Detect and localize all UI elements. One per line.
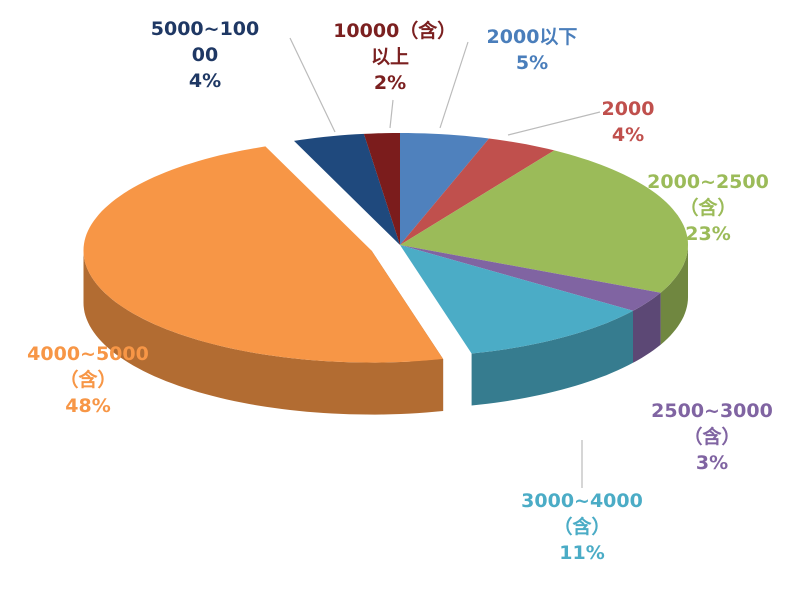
slice — [400, 133, 489, 245]
slice — [400, 245, 633, 354]
slice-side — [633, 292, 661, 363]
category-label: 2000 — [601, 98, 655, 120]
slice — [400, 138, 555, 245]
slice — [294, 133, 400, 245]
slice — [363, 133, 400, 245]
slice — [83, 146, 444, 363]
slice-label: 2000以下 5% — [467, 24, 597, 76]
category-label: 2000~2500（含） — [647, 171, 769, 219]
slice — [400, 150, 688, 293]
slice-label: 10000（含）以上 2% — [330, 18, 450, 96]
slice — [400, 245, 661, 311]
category-label: 3000~4000（含） — [521, 490, 643, 538]
category-label: 2500~3000（含） — [651, 400, 773, 448]
value-label: 4% — [188, 70, 222, 92]
leader-line — [439, 41, 469, 129]
category-label: 4000~5000（含） — [27, 343, 149, 391]
leader-line — [289, 37, 336, 133]
category-label: 10000（含）以上 — [333, 20, 447, 68]
value-label: 23% — [685, 223, 731, 245]
value-label: 5% — [515, 52, 549, 74]
value-label: 11% — [559, 542, 605, 564]
slice-label: 4000~5000（含） 48% — [18, 341, 158, 419]
category-label: 5000~10000 — [150, 18, 260, 66]
slice-side — [83, 250, 444, 415]
leader-line — [389, 99, 394, 129]
slice-label: 2000~2500（含） 23% — [643, 169, 773, 247]
slice-side — [471, 310, 633, 406]
slice-label: 3000~4000（含） 11% — [507, 488, 657, 566]
value-label: 4% — [611, 124, 645, 146]
category-label: 2000以下 — [486, 26, 578, 48]
value-label: 2% — [373, 72, 407, 94]
slice-label: 2500~3000（含） 3% — [647, 398, 777, 476]
slice-label: 5000~10000 4% — [150, 16, 260, 94]
leader-line — [507, 111, 601, 136]
value-label: 48% — [65, 395, 111, 417]
slice-label: 2000 4% — [583, 96, 673, 148]
slice-side — [660, 245, 688, 345]
value-label: 3% — [695, 452, 729, 474]
